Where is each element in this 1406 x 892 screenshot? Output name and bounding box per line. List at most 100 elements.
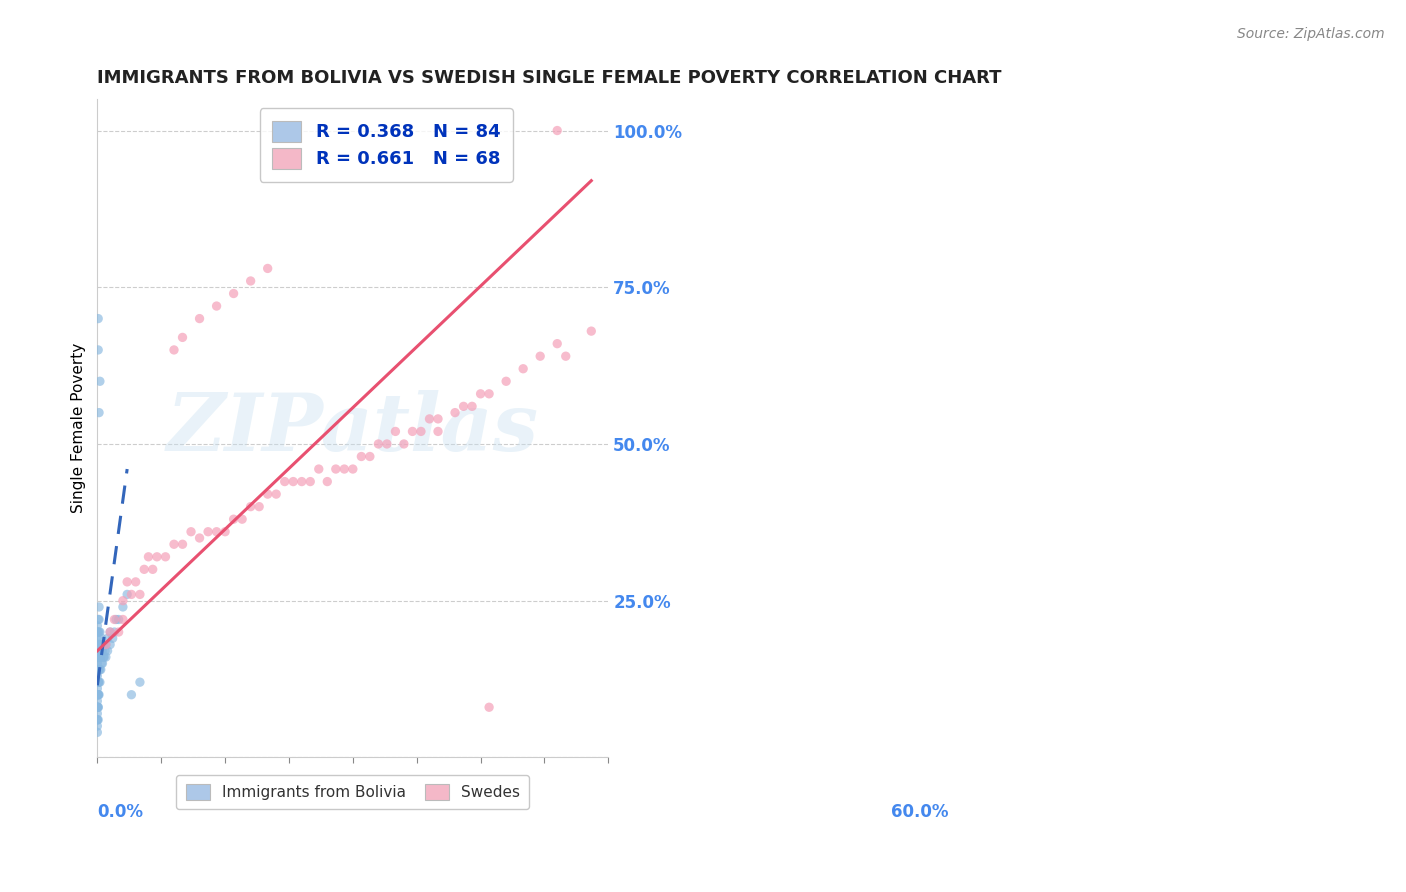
Point: [89, 374, 111, 388]
Point: [86, 619, 108, 633]
Point: [107, 625, 129, 640]
Point: [105, 612, 128, 626]
Point: [91, 657, 114, 671]
Point: [87, 612, 110, 626]
Point: [409, 425, 432, 439]
Point: [86, 713, 108, 727]
Point: [256, 261, 278, 276]
Point: [103, 625, 125, 640]
Point: [86, 688, 108, 702]
Point: [89, 625, 111, 640]
Point: [90, 657, 112, 671]
Point: [291, 475, 314, 489]
Point: [86, 675, 108, 690]
Point: [512, 361, 534, 376]
Point: [86, 700, 108, 714]
Point: [87, 612, 110, 626]
Point: [90, 632, 112, 646]
Point: [94, 650, 117, 665]
Point: [134, 562, 156, 576]
Point: [87, 638, 110, 652]
Point: [87, 663, 110, 677]
Point: [342, 462, 364, 476]
Point: [325, 462, 347, 476]
Point: [478, 700, 501, 714]
Point: [87, 638, 110, 652]
Point: [316, 475, 339, 489]
Point: [86, 663, 108, 677]
Point: [120, 587, 142, 601]
Point: [87, 650, 110, 665]
Point: [98, 625, 121, 640]
Point: [129, 587, 152, 601]
Point: [91, 644, 114, 658]
Point: [91, 638, 114, 652]
Point: [239, 274, 262, 288]
Point: [87, 599, 110, 614]
Point: [89, 675, 111, 690]
Text: ZIPatlas: ZIPatlas: [167, 390, 538, 467]
Point: [87, 675, 110, 690]
Point: [86, 669, 108, 683]
Legend: Immigrants from Bolivia, Swedes: Immigrants from Bolivia, Swedes: [176, 774, 529, 809]
Y-axis label: Single Female Poverty: Single Female Poverty: [72, 343, 86, 514]
Point: [87, 688, 110, 702]
Text: Source: ZipAtlas.com: Source: ZipAtlas.com: [1237, 27, 1385, 41]
Point: [205, 299, 228, 313]
Point: [87, 688, 110, 702]
Point: [111, 612, 134, 626]
Point: [87, 406, 110, 420]
Point: [142, 562, 165, 576]
Point: [163, 537, 186, 551]
Point: [87, 343, 110, 357]
Point: [107, 612, 129, 626]
Point: [94, 638, 117, 652]
Point: [89, 638, 111, 652]
Point: [90, 638, 112, 652]
Point: [367, 437, 389, 451]
Point: [384, 425, 406, 439]
Point: [86, 700, 108, 714]
Point: [94, 644, 117, 658]
Point: [427, 425, 450, 439]
Point: [87, 713, 110, 727]
Point: [86, 694, 108, 708]
Point: [86, 713, 108, 727]
Point: [146, 549, 169, 564]
Point: [87, 650, 110, 665]
Point: [90, 663, 112, 677]
Point: [87, 650, 110, 665]
Point: [87, 663, 110, 677]
Point: [103, 612, 125, 626]
Point: [155, 549, 177, 564]
Point: [86, 638, 108, 652]
Point: [222, 286, 245, 301]
Point: [401, 425, 423, 439]
Point: [554, 349, 576, 363]
Point: [172, 330, 194, 344]
Point: [180, 524, 202, 539]
Point: [87, 638, 110, 652]
Point: [115, 587, 138, 601]
Point: [453, 400, 475, 414]
Point: [87, 700, 110, 714]
Point: [418, 412, 440, 426]
Point: [87, 625, 110, 640]
Point: [256, 487, 278, 501]
Point: [87, 663, 110, 677]
Point: [283, 475, 305, 489]
Point: [392, 437, 415, 451]
Point: [87, 311, 110, 326]
Point: [359, 450, 381, 464]
Point: [111, 599, 134, 614]
Point: [89, 663, 111, 677]
Point: [222, 512, 245, 526]
Point: [94, 638, 117, 652]
Point: [101, 632, 124, 646]
Point: [87, 675, 110, 690]
Point: [231, 512, 253, 526]
Text: 0.0%: 0.0%: [97, 804, 143, 822]
Point: [495, 374, 517, 388]
Point: [89, 650, 111, 665]
Point: [239, 500, 262, 514]
